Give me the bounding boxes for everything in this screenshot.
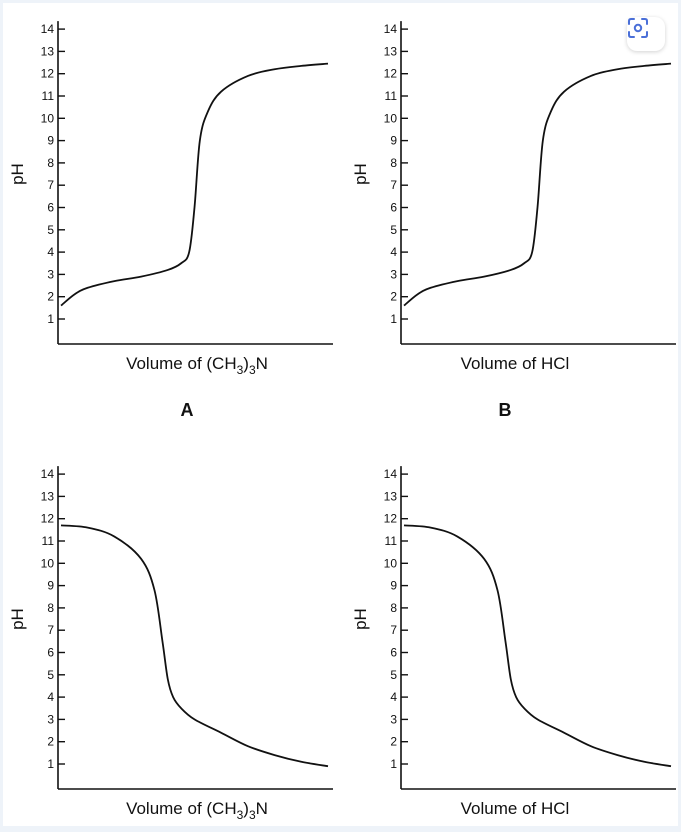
x-axis-label: Volume of HCl [461,354,570,373]
y-axis-label: pH [351,608,370,630]
y-tick-label: 12 [41,67,55,81]
y-tick-label: 6 [390,646,397,660]
y-tick-label: 13 [41,489,55,503]
y-tick-label: 9 [47,579,54,593]
titration-curve [403,62,672,307]
y-tick-label: 12 [384,67,398,81]
y-tick-label: 3 [390,712,397,726]
y-tick-label: 9 [390,579,397,593]
y-tick-label: 1 [47,312,54,326]
y-tick-label: 6 [47,201,54,215]
y-tick-label: 9 [47,134,54,148]
y-tick-label: 11 [385,89,398,103]
y-tick-label: 11 [385,534,398,548]
panel-label: B [499,400,512,420]
y-tick-label: 10 [384,111,398,125]
y-tick-label: 9 [390,134,397,148]
y-tick-label: 1 [390,312,397,326]
y-tick-label: 7 [390,623,397,637]
y-tick-label: 2 [47,290,54,304]
y-tick-label: 5 [47,668,54,682]
y-tick-label: 11 [42,89,55,103]
y-tick-label: 6 [390,201,397,215]
panel-label: A [181,400,194,420]
x-axis-label: Volume of HCl [461,799,570,818]
y-tick-label: 14 [384,467,398,481]
y-tick-label: 5 [390,668,397,682]
y-tick-label: 1 [47,757,54,771]
y-tick-label: 12 [41,512,55,526]
y-tick-label: 4 [47,690,54,704]
x-axis-label: Volume of (CH3)3N [126,799,268,822]
y-axis-label: pH [351,163,370,185]
y-tick-label: 13 [41,44,55,58]
y-tick-label: 3 [47,712,54,726]
y-tick-label: 7 [47,178,54,192]
y-tick-label: 5 [390,223,397,237]
y-tick-label: 2 [390,290,397,304]
titration-curve [60,524,329,768]
lens-scan-button[interactable] [627,17,665,51]
y-tick-label: 11 [42,534,55,548]
y-tick-label: 5 [47,223,54,237]
y-tick-label: 8 [47,156,54,170]
y-tick-label: 10 [384,556,398,570]
figure-panel: 1 2 3 4 5 6 7 8 9 10 11 12 13 14 pH Volume of (CH3)3N A 1… [3,3,678,826]
y-tick-label: 10 [41,111,55,125]
y-tick-label: 6 [47,646,54,660]
y-tick-label: 2 [47,735,54,749]
y-tick-label: 3 [390,267,397,281]
y-tick-label: 12 [384,512,398,526]
y-tick-label: 4 [390,690,397,704]
y-tick-label: 13 [384,44,398,58]
y-tick-label: 8 [47,601,54,615]
y-axis-label: pH [8,608,27,630]
y-tick-label: 7 [390,178,397,192]
y-axis-label: pH [8,163,27,185]
y-tick-label: 7 [47,623,54,637]
y-tick-label: 10 [41,556,55,570]
y-tick-label: 3 [47,267,54,281]
y-tick-label: 8 [390,601,397,615]
y-tick-label: 14 [41,467,55,481]
titration-curve [403,524,672,768]
y-tick-label: 4 [390,245,397,259]
y-tick-label: 14 [41,22,55,36]
y-tick-label: 14 [384,22,398,36]
y-tick-label: 4 [47,245,54,259]
y-tick-label: 1 [390,757,397,771]
x-axis-label: Volume of (CH3)3N [126,354,268,377]
y-tick-label: 8 [390,156,397,170]
titration-curve [60,62,329,307]
y-tick-label: 2 [390,735,397,749]
y-tick-label: 13 [384,489,398,503]
